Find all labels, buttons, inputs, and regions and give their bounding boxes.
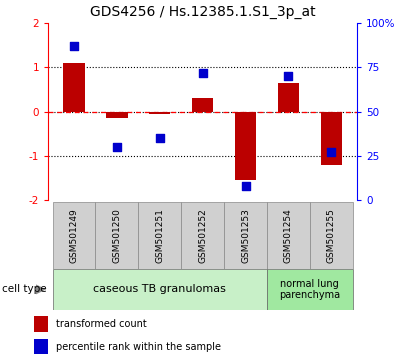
Bar — [52, 269, 267, 310]
Point — [156, 135, 163, 141]
Text: GSM501255: GSM501255 — [327, 208, 336, 263]
Point — [285, 73, 292, 79]
Point — [113, 144, 120, 150]
Bar — [278, 83, 299, 112]
Bar — [95, 202, 138, 269]
Text: GSM501250: GSM501250 — [113, 208, 121, 263]
Bar — [106, 112, 128, 118]
Text: cell type: cell type — [2, 284, 47, 295]
Bar — [267, 202, 310, 269]
Point — [242, 183, 249, 189]
Text: normal lung
parenchyma: normal lung parenchyma — [279, 279, 340, 300]
Bar — [138, 202, 181, 269]
Bar — [149, 112, 171, 114]
Text: GSM501251: GSM501251 — [155, 208, 164, 263]
Bar — [235, 112, 256, 180]
Text: GSM501254: GSM501254 — [284, 208, 293, 263]
Bar — [192, 98, 213, 112]
Point — [71, 43, 77, 49]
Text: caseous TB granulomas: caseous TB granulomas — [93, 284, 226, 295]
Bar — [320, 112, 342, 165]
Title: GDS4256 / Hs.12385.1.S1_3p_at: GDS4256 / Hs.12385.1.S1_3p_at — [90, 5, 315, 19]
Bar — [181, 202, 224, 269]
Point — [200, 70, 206, 75]
Point — [328, 149, 335, 155]
Text: GSM501253: GSM501253 — [241, 208, 250, 263]
Text: GSM501252: GSM501252 — [198, 208, 207, 263]
Polygon shape — [36, 284, 46, 295]
Bar — [224, 202, 267, 269]
Bar — [34, 316, 48, 332]
Bar — [63, 63, 85, 112]
Text: percentile rank within the sample: percentile rank within the sample — [56, 342, 221, 353]
Bar — [34, 339, 48, 354]
Bar — [267, 269, 353, 310]
Bar — [310, 202, 353, 269]
Text: GSM501249: GSM501249 — [70, 208, 79, 263]
Text: transformed count: transformed count — [56, 319, 147, 330]
Bar — [52, 202, 95, 269]
